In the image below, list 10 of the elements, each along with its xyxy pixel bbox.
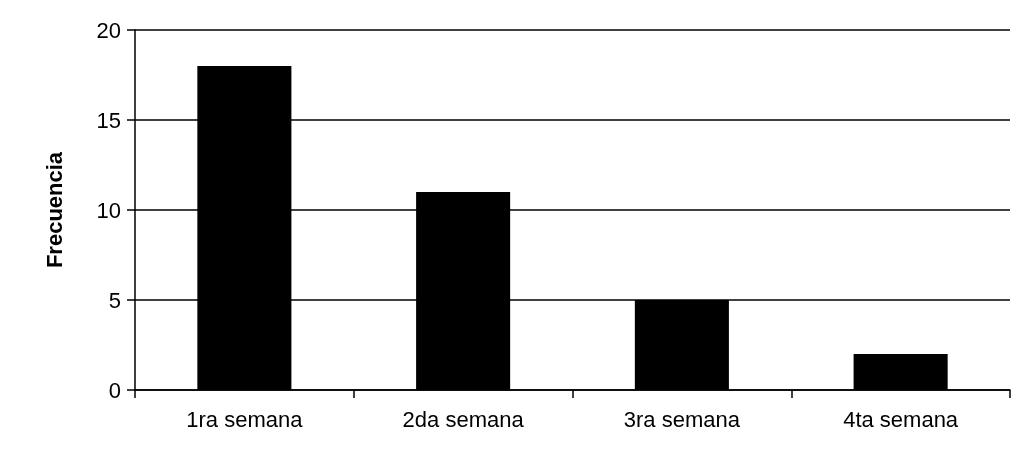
y-tick-label: 20 [96, 17, 121, 43]
y-axis-title: Frecuencia [41, 151, 67, 269]
y-tick-label: 15 [96, 107, 121, 133]
y-tick-label: 0 [108, 377, 121, 403]
y-tick-label: 5 [108, 287, 121, 313]
x-tick-label: 4ta semana [843, 406, 959, 432]
y-tick-label: 10 [96, 197, 121, 223]
x-tick-label: 3ra semana [623, 406, 741, 432]
x-tick-label: 1ra semana [186, 406, 304, 432]
x-tick-label: 2da semana [402, 406, 525, 432]
